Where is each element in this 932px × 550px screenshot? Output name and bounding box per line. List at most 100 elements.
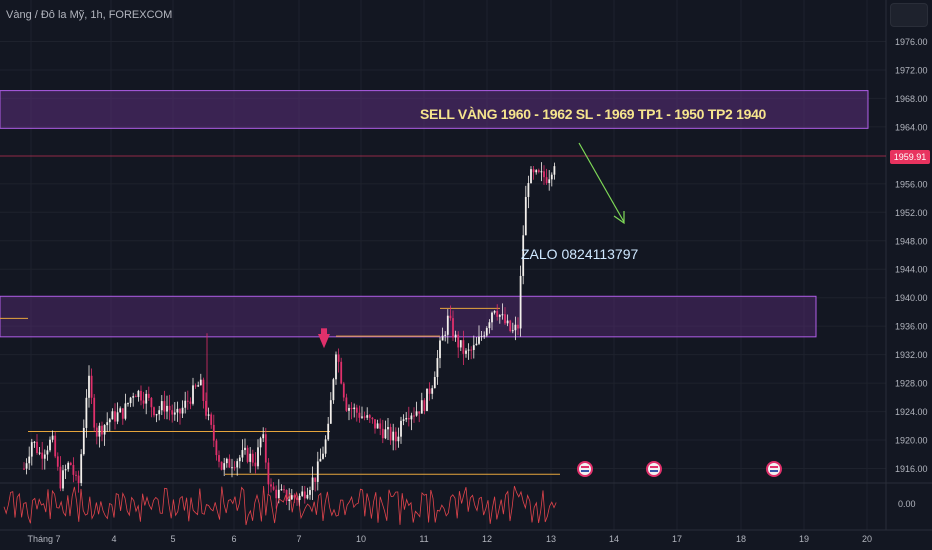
us-flag-event-icon-stripe [770, 466, 778, 468]
candle-body [527, 183, 530, 197]
candle-body [194, 385, 197, 387]
candle-body [285, 489, 288, 501]
candle-body [548, 179, 551, 184]
candle-body [472, 345, 475, 350]
candle-body [332, 379, 335, 401]
time-axis-label: 12 [482, 534, 492, 544]
candle-body [509, 320, 512, 331]
candle-body [181, 407, 184, 414]
price-axis-label: 1920.00 [895, 436, 928, 446]
candle-body [543, 171, 545, 178]
price-axis-label: 1924.00 [895, 407, 928, 417]
us-flag-event-icon [646, 461, 662, 477]
price-axis-label: 1968.00 [895, 94, 928, 104]
us-flag-event-icon-stripe [581, 470, 589, 472]
candle-body [134, 396, 137, 398]
candle-body [207, 414, 210, 416]
candle-body [38, 452, 41, 454]
candle-body [51, 435, 54, 440]
candle-body [467, 349, 470, 351]
candle-body [43, 454, 46, 459]
candle-body [124, 403, 127, 419]
candle-body [491, 312, 493, 323]
us-flag-event-icon [577, 461, 593, 477]
candle-body [374, 419, 376, 429]
candle-body [379, 423, 382, 429]
time-axis-label: 13 [546, 534, 556, 544]
candle-body [483, 335, 486, 337]
us-flag-event-icon-stripe [650, 466, 658, 468]
candle-body [205, 400, 207, 416]
candle-body [179, 408, 181, 414]
time-axis-label: 20 [862, 534, 872, 544]
candle-body [30, 442, 33, 457]
candle-body [283, 489, 285, 491]
candle-body [168, 405, 171, 411]
candle-body [355, 407, 358, 413]
candle-body [163, 401, 166, 412]
candle-body [392, 431, 395, 441]
candle-body [173, 412, 176, 415]
candle-body [465, 350, 467, 354]
candle-body [272, 486, 275, 490]
candle-body [233, 467, 236, 469]
candle-body [290, 495, 293, 500]
price-axis-label: 1956.00 [895, 179, 928, 189]
candle-body [46, 450, 49, 455]
candle-body [132, 396, 135, 398]
candle-body [140, 390, 142, 401]
price-axis-label: 1952.00 [895, 208, 928, 218]
candle-body [72, 465, 75, 475]
candle-body [309, 490, 311, 495]
candle-body [82, 427, 85, 455]
time-axis-label: Tháng 7 [27, 534, 60, 544]
candle-body [413, 415, 415, 417]
time-axis-label: 19 [799, 534, 809, 544]
candle-body [77, 475, 80, 484]
candle-body [114, 411, 116, 422]
candle-body [522, 235, 525, 276]
candle-body [423, 400, 426, 411]
candle-body [176, 408, 179, 413]
candle-body [293, 495, 296, 498]
candle-body [111, 411, 114, 420]
candle-body [319, 458, 322, 462]
candle-body [350, 407, 353, 410]
candle-body [342, 383, 345, 398]
candle-body [98, 425, 101, 437]
candle-body [303, 491, 306, 499]
symbol-title: Vàng / Đô la Mỹ, 1h, FOREXCOM [6, 9, 173, 21]
candle-body [145, 393, 148, 404]
candle-body [478, 336, 480, 344]
candle-body [236, 461, 239, 468]
candle-body [361, 416, 363, 418]
chart-menu-button[interactable] [890, 3, 928, 27]
us-flag-event-icon [766, 461, 782, 477]
candle-body [418, 411, 421, 414]
candle-body [397, 436, 400, 442]
candle-body [116, 412, 119, 422]
down-arrow-marker-head [318, 333, 330, 349]
candle-body [199, 379, 202, 386]
candle-body [267, 462, 270, 485]
candle-body [257, 447, 259, 467]
candle-body [150, 397, 153, 408]
candle-body [192, 385, 194, 404]
candle-body [54, 435, 57, 457]
candle-body [215, 440, 218, 456]
candle-body [532, 169, 535, 173]
candle-body [106, 422, 109, 426]
candle-body [462, 340, 465, 354]
candle-body [353, 407, 356, 410]
candle-body [280, 489, 283, 491]
candle-body [127, 403, 129, 405]
time-axis-label: 14 [609, 534, 619, 544]
candle-body [553, 166, 556, 175]
candle-body [420, 400, 423, 414]
time-axis-label: 6 [231, 534, 236, 544]
candle-body [301, 491, 304, 496]
time-axis-label: 11 [419, 534, 428, 544]
candle-body [540, 171, 543, 173]
